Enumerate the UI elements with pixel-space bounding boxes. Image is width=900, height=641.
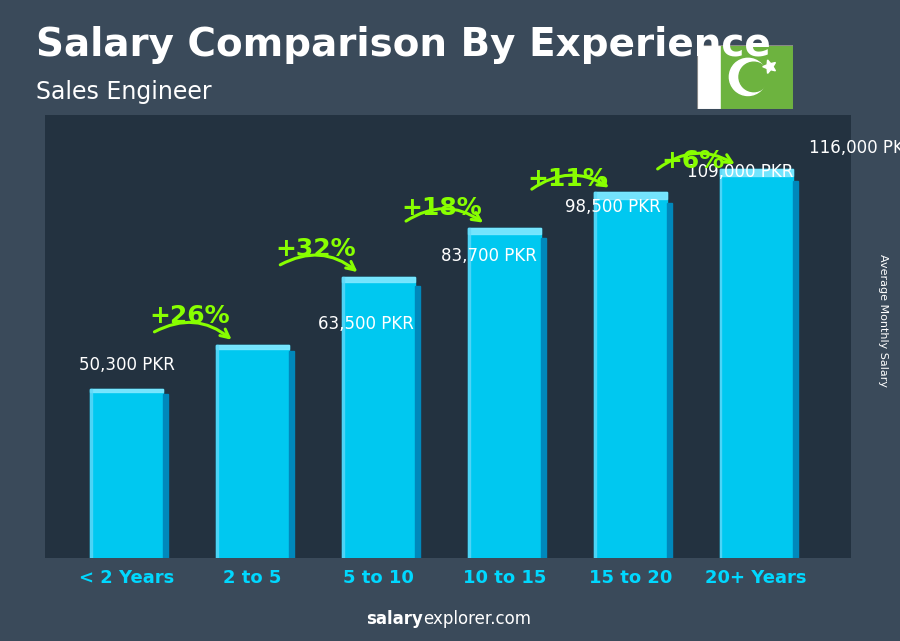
Circle shape bbox=[729, 58, 767, 96]
Bar bbox=[697, 45, 721, 109]
Bar bbox=[468, 228, 541, 233]
Bar bbox=[90, 389, 92, 558]
Bar bbox=[342, 277, 415, 282]
Text: 109,000 PKR: 109,000 PKR bbox=[687, 163, 793, 181]
Bar bbox=[342, 277, 344, 558]
Bar bbox=[216, 345, 289, 349]
Bar bbox=[468, 228, 541, 558]
Bar bbox=[342, 277, 415, 558]
Bar bbox=[594, 192, 667, 558]
Bar bbox=[720, 169, 793, 558]
Text: +18%: +18% bbox=[401, 196, 482, 219]
Bar bbox=[667, 203, 671, 558]
Bar bbox=[793, 181, 797, 558]
Bar bbox=[163, 394, 168, 558]
Text: explorer.com: explorer.com bbox=[423, 610, 531, 628]
Text: 83,700 PKR: 83,700 PKR bbox=[442, 247, 537, 265]
Polygon shape bbox=[762, 60, 776, 73]
Text: 50,300 PKR: 50,300 PKR bbox=[79, 356, 175, 374]
Bar bbox=[468, 228, 470, 558]
Bar bbox=[289, 351, 294, 558]
Text: +32%: +32% bbox=[275, 237, 356, 262]
Text: Salary Comparison By Experience: Salary Comparison By Experience bbox=[36, 26, 770, 63]
Text: +26%: +26% bbox=[149, 304, 230, 328]
Text: salary: salary bbox=[366, 610, 423, 628]
Text: +11%: +11% bbox=[526, 167, 608, 191]
Bar bbox=[541, 238, 546, 558]
Bar bbox=[720, 169, 722, 558]
Text: +6%: +6% bbox=[662, 149, 724, 172]
Bar bbox=[721, 45, 793, 109]
Bar bbox=[594, 192, 596, 558]
Bar bbox=[90, 389, 163, 558]
Bar bbox=[594, 192, 667, 199]
Bar bbox=[720, 169, 793, 176]
Text: 116,000 PKR: 116,000 PKR bbox=[809, 139, 900, 157]
Text: 98,500 PKR: 98,500 PKR bbox=[565, 198, 661, 216]
Bar bbox=[415, 286, 420, 558]
Circle shape bbox=[739, 62, 769, 92]
Bar bbox=[216, 345, 218, 558]
Bar bbox=[216, 345, 289, 558]
Text: Average Monthly Salary: Average Monthly Salary bbox=[878, 254, 887, 387]
Text: 63,500 PKR: 63,500 PKR bbox=[318, 315, 414, 333]
Text: Sales Engineer: Sales Engineer bbox=[36, 80, 211, 104]
Bar bbox=[90, 389, 163, 392]
